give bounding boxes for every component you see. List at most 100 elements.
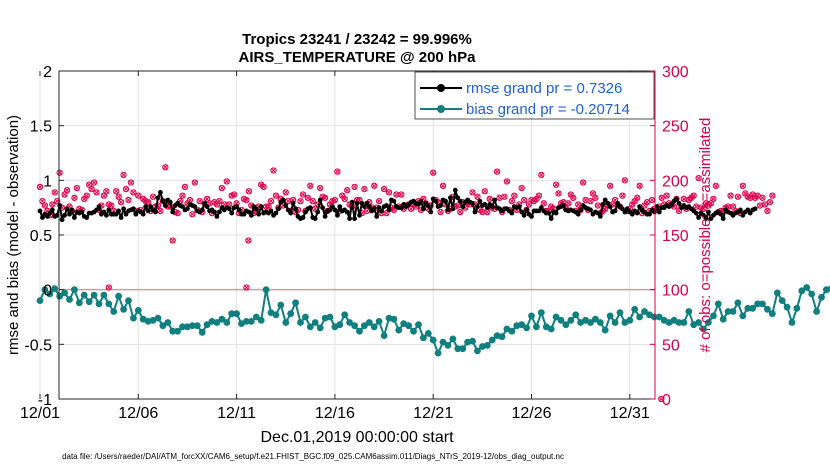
x-tick-label: 12/16 [315,405,355,422]
bias-point [611,319,619,326]
rmse-point [425,203,431,208]
rmse-point [482,202,488,207]
bias-point [655,313,663,321]
rmse-point [293,206,298,212]
rmse-point [362,204,367,210]
rmse-point [180,204,185,210]
rmse-point [455,195,461,201]
y-tick-label: 0.5 [30,228,52,245]
bias-point [700,325,707,333]
obs-marker [223,178,230,185]
rmse-point [701,212,706,218]
rmse-point [588,207,593,213]
obs-marker [727,192,734,199]
obs-marker [437,208,444,216]
legend-rmse-marker [437,84,445,92]
obs-marker [174,209,181,217]
bias-point [164,319,172,326]
rmse-point [288,210,294,216]
rmse-point [416,202,421,207]
bias-point [469,337,476,345]
obs-marker [321,194,329,201]
bias-point [218,315,226,323]
obs-marker [700,205,707,212]
bias-point [439,338,447,346]
y-axis-ticks: -1 -0.5 0 0.5 1 1.5 2 [24,64,64,409]
y2-tick-label: 200 [662,173,689,190]
bias-point [739,312,747,320]
rmse-point [253,206,259,212]
bias-point [395,326,403,334]
rmse-point [307,205,313,211]
bias-point [631,305,639,313]
rmse-point [359,200,365,206]
obs-marker [127,179,135,186]
bias-point [134,307,142,314]
rmse-point [433,198,439,204]
bias-point [90,291,98,299]
rmse-point [236,207,242,213]
bias-point [474,347,481,355]
rmse-point [740,212,746,218]
rmse-point [131,206,136,212]
obs-marker [520,196,528,204]
obs-marker [71,194,78,201]
bias-point [100,291,108,299]
bias-point [95,300,103,308]
bias-point [169,327,177,335]
rmse-point [438,203,443,208]
rmse-point [445,207,451,213]
rmse-point [371,206,377,212]
bias-point [85,298,93,306]
obs-marker [245,237,252,244]
rmse-point [386,207,392,213]
obs-marker [486,195,493,203]
rmse-point [529,214,534,219]
rmse-point [320,205,325,211]
rmse-point [62,212,67,218]
bias-point [813,308,820,315]
rmse-point [300,215,306,220]
bias-point [311,319,319,326]
bias-point [533,323,540,331]
rmse-point [104,212,109,218]
rmse-point [374,214,380,219]
obs-marker [764,207,771,215]
bias-point [125,297,132,304]
obs-marker [380,185,388,193]
obs-marker [36,183,44,191]
obs-marker [695,174,702,182]
bias-point [719,315,727,323]
rmse-point [597,214,603,219]
rmse-point [170,209,176,215]
bias-point [680,319,688,326]
rmse-point [37,208,43,214]
rmse-point [384,203,389,208]
rmse-point [450,206,456,212]
y-tick-label: 0 [43,283,52,300]
obs-marker [297,197,304,205]
obs-marker [41,202,49,209]
bias-point [488,336,496,344]
chart-title-line1: Tropics 23241 / 23242 = 99.996% [242,31,472,48]
rmse-point [241,211,247,217]
rmse-point [315,209,321,215]
rmse-point [192,204,198,210]
bias-point [46,290,54,298]
bias-point [365,319,373,326]
bias-point [41,286,49,294]
bias-point [282,319,290,326]
bias-point [778,297,786,304]
rmse-point [96,204,102,210]
obs-marker [230,191,238,198]
bias-point [316,324,324,332]
rmse-point [696,215,701,220]
bias-point [302,313,309,321]
rmse-point [553,210,559,216]
bias-point [764,305,771,313]
rmse-point [185,206,190,212]
bias-series [36,284,830,357]
obs-marker [474,193,481,200]
rmse-point [118,215,124,220]
obs-marker [754,192,761,199]
